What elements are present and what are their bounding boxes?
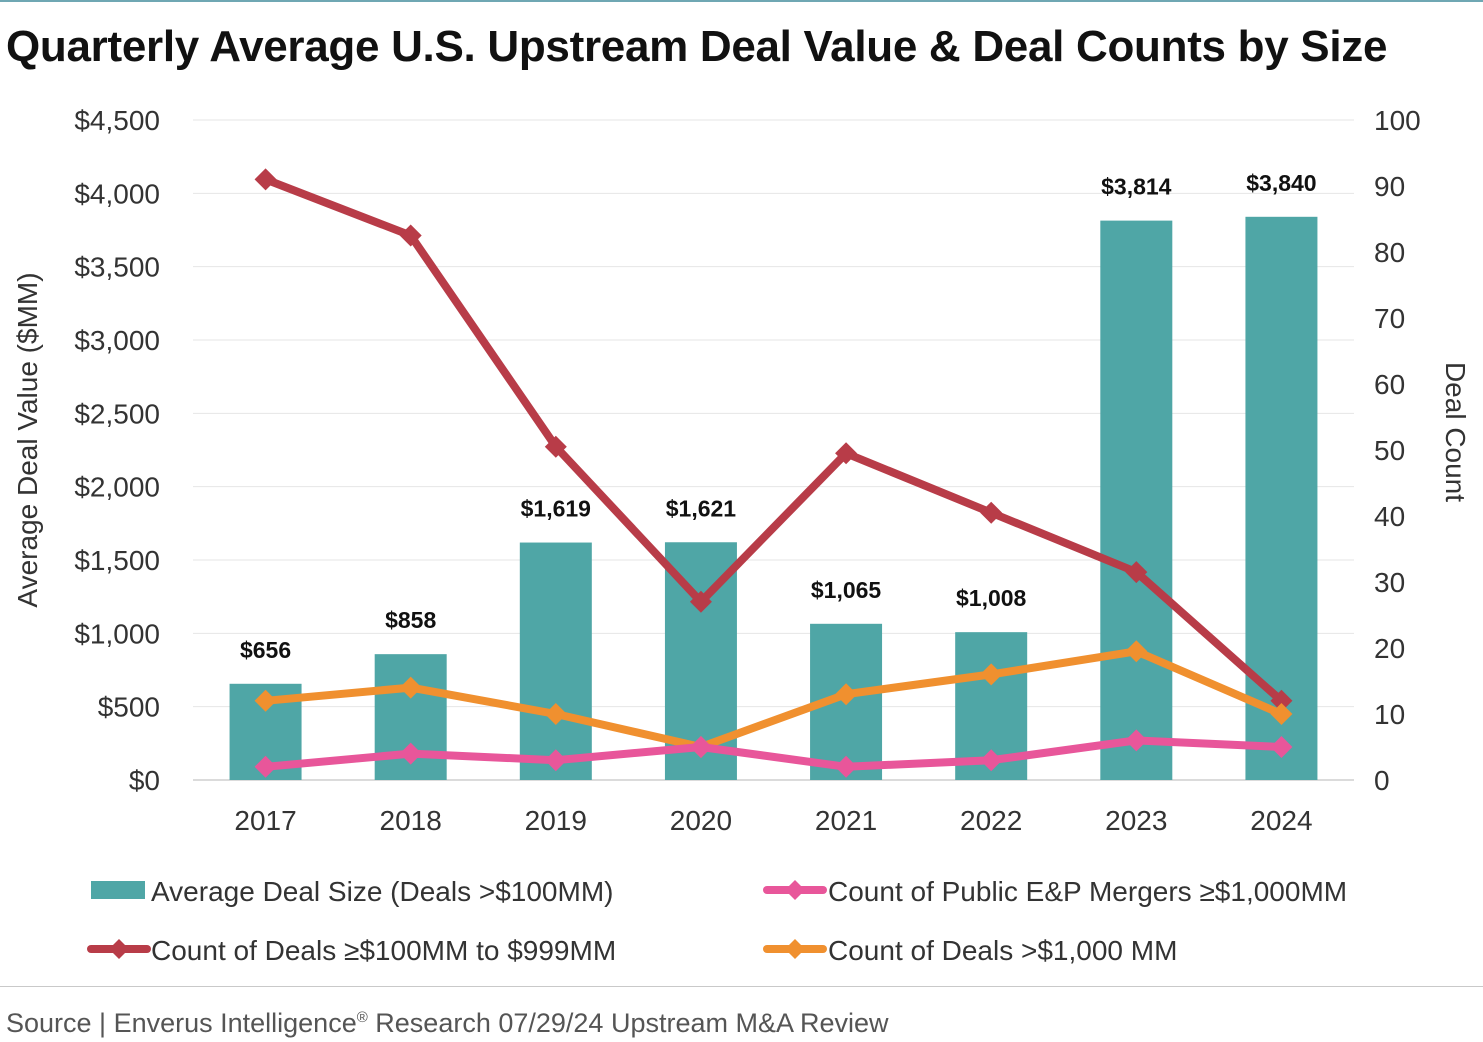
x-axis-ticks: 2017 2018 2019 2020 2021 2022 2023 2024 [234, 805, 1312, 836]
x-tick-label: 2023 [1105, 805, 1167, 836]
series-point [1125, 640, 1148, 663]
y2-tick-label: 70 [1374, 303, 1405, 334]
y-tick-label: $1,500 [74, 545, 160, 576]
bar-data-label: $858 [385, 607, 436, 633]
bar-data-label: $1,065 [811, 577, 882, 603]
source-suffix: Research 07/29/24 Upstream M&A Review [367, 1008, 889, 1038]
y2-tick-label: 100 [1374, 105, 1421, 136]
bar-data-labels: $656 $858 $1,619 $1,621 $1,065 $1,008 $3,814 $3… [240, 170, 1317, 663]
x-tick-label: 2021 [815, 805, 877, 836]
y2-tick-label: 60 [1374, 369, 1405, 400]
bar-data-label: $3,814 [1101, 174, 1172, 200]
legend-label: Count of Public E&P Mergers ≥$1,000MM [828, 876, 1347, 907]
bar [1245, 216, 1318, 781]
y-tick-label: $4,000 [74, 178, 160, 209]
line-series [254, 168, 1293, 778]
source-prefix: Source | Enverus Intelligence [6, 1008, 357, 1038]
series-point [689, 590, 712, 613]
y2-tick-label: 0 [1374, 765, 1390, 796]
legend-diamond-marker [785, 939, 805, 959]
series-point [1125, 561, 1148, 584]
series-point [399, 224, 422, 247]
left-axis-ticks: $0 $500 $1,000 $1,500 $2,000 $2,500 $3,000 $3,5… [74, 105, 160, 796]
top-rule [0, 0, 1483, 2]
series-line [261, 175, 1286, 705]
y-tick-label: $2,000 [74, 472, 160, 503]
series-point [980, 501, 1003, 524]
y-tick-label: $2,500 [74, 398, 160, 429]
y2-tick-label: 20 [1374, 633, 1405, 664]
legend-item-public-mergers: Count of Public E&P Mergers ≥$1,000MM [763, 876, 1347, 907]
series-point [1125, 729, 1148, 752]
y2-tick-label: 90 [1374, 171, 1405, 202]
x-tick-label: 2018 [380, 805, 442, 836]
y-tick-label: $0 [129, 765, 160, 796]
y2-tick-label: 30 [1374, 567, 1405, 598]
bar-data-label: $656 [240, 637, 291, 663]
legend-label: Count of Deals ≥$100MM to $999MM [151, 935, 616, 966]
series-point [835, 683, 858, 706]
series-line [261, 736, 1286, 771]
y2-tick-label: 50 [1374, 435, 1405, 466]
bar-data-label: $1,008 [956, 585, 1027, 611]
y2-axis-label: Deal Count [1440, 362, 1471, 502]
bar [1100, 220, 1173, 780]
series-point [1270, 689, 1293, 712]
bar [519, 542, 592, 780]
y-tick-label: $500 [98, 692, 160, 723]
y-axis-label: Average Deal Value ($MM) [12, 272, 43, 607]
x-tick-label: 2017 [234, 805, 296, 836]
x-tick-label: 2019 [525, 805, 587, 836]
x-tick-label: 2020 [670, 805, 732, 836]
series-point [980, 749, 1003, 772]
source-note: Source | Enverus Intelligence® Research … [6, 1008, 889, 1039]
y-tick-label: $3,500 [74, 252, 160, 283]
series-point [399, 676, 422, 699]
series-point [254, 755, 277, 778]
y-tick-label: $3,000 [74, 325, 160, 356]
series-point [544, 749, 567, 772]
footer-rule [0, 986, 1483, 987]
series-point [835, 442, 858, 465]
legend-item-deals-over-1000: Count of Deals >$1,000 MM [763, 935, 1177, 966]
legend-label: Average Deal Size (Deals >$100MM) [151, 876, 613, 907]
legend-diamond-marker [785, 880, 805, 900]
bar-data-label: $1,619 [521, 496, 591, 522]
series-point [835, 755, 858, 778]
series-point [544, 703, 567, 725]
legend-item-average-deal-size: Average Deal Size (Deals >$100MM) [91, 876, 613, 907]
legend-label: Count of Deals >$1,000 MM [828, 935, 1177, 966]
series-point [254, 689, 277, 712]
chart-title: Quarterly Average U.S. Upstream Deal Val… [6, 22, 1388, 71]
y-tick-label: $1,000 [74, 618, 160, 649]
y2-tick-label: 10 [1374, 699, 1405, 730]
bar-data-label: $3,840 [1246, 170, 1316, 196]
legend-swatch-bar [91, 881, 145, 899]
y-tick-label: $4,500 [74, 105, 160, 136]
y2-tick-label: 40 [1374, 501, 1405, 532]
x-tick-label: 2022 [960, 805, 1022, 836]
series-line [261, 647, 1286, 751]
legend-diamond-marker [109, 939, 129, 959]
legend: Average Deal Size (Deals >$100MM) Count … [87, 876, 1347, 966]
series-point [544, 435, 567, 458]
series-point [980, 663, 1003, 686]
series-point [1270, 736, 1293, 758]
series-point [254, 168, 277, 191]
bar-series [229, 216, 1318, 781]
registered-mark: ® [356, 1009, 368, 1026]
x-tick-label: 2024 [1250, 805, 1312, 836]
right-axis-ticks: 0 10 20 30 40 50 60 70 80 90 100 [1374, 105, 1421, 796]
series-point [399, 742, 422, 765]
bar-data-label: $1,621 [666, 495, 737, 521]
series-point [1270, 703, 1293, 725]
chart-canvas: $656 $858 $1,619 $1,621 $1,065 $1,008 $3,814 $3… [12, 105, 1471, 966]
series-point [689, 736, 712, 758]
y2-tick-label: 80 [1374, 237, 1405, 268]
legend-item-deals-100-999: Count of Deals ≥$100MM to $999MM [87, 935, 616, 966]
